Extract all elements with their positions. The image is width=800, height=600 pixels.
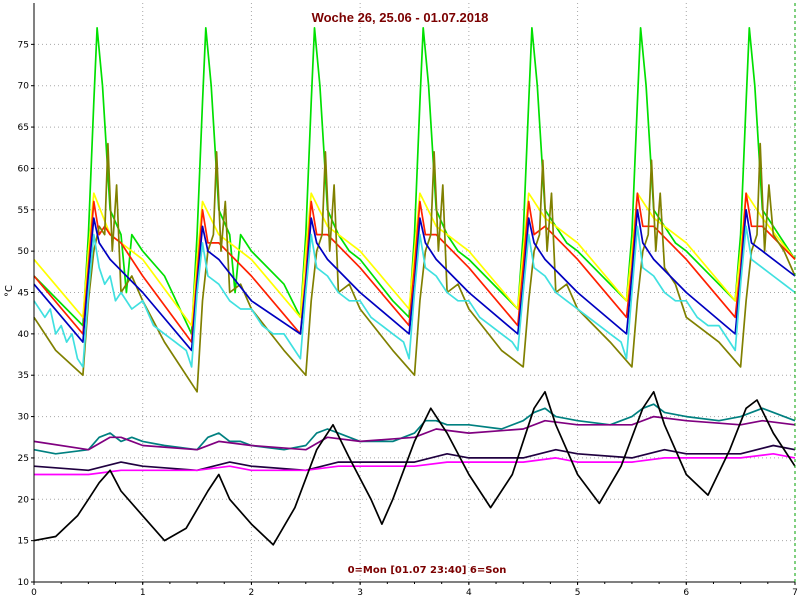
series-line-1 (33, 192, 796, 327)
x-tick-label: 3 (357, 588, 363, 598)
y-tick-label: 10 (18, 578, 30, 588)
x-tick-label: 6 (683, 588, 689, 598)
y-tick-label: 25 (18, 454, 29, 464)
y-tick-label: 75 (18, 40, 29, 50)
series-layer (33, 26, 796, 546)
x-tick-label: 1 (140, 588, 146, 598)
series-line-5 (33, 225, 796, 368)
series-line-7 (33, 415, 796, 451)
series-line-10 (33, 390, 796, 546)
x-tick-label: 4 (466, 588, 472, 598)
y-tick-label: 15 (18, 537, 29, 547)
x-tick-label: 2 (249, 588, 255, 598)
y-tick-label: 40 (18, 330, 30, 340)
series-line-4 (33, 208, 796, 352)
chart-title: Woche 26, 25.06 - 01.07.2018 (312, 10, 489, 25)
y-tick-label: 65 (18, 123, 29, 133)
y-tick-label: 55 (18, 206, 29, 216)
series-line-2 (33, 192, 796, 343)
y-tick-label: 60 (18, 164, 30, 174)
y-tick-label: 50 (18, 247, 30, 257)
axes (31, 3, 796, 585)
y-tick-label: 70 (18, 82, 30, 92)
series-line-3 (33, 142, 796, 393)
x-tick-label: 7 (792, 588, 798, 598)
series-line-9 (34, 452, 796, 476)
chart-footer: 0=Mon [01.07 23:40] 6=Son (348, 565, 507, 576)
series-line-6 (33, 403, 796, 455)
y-tick-label: 35 (18, 371, 29, 381)
series-line-0 (33, 26, 796, 335)
x-tick-label: 0 (31, 588, 37, 598)
y-tick-labels: 10 15 20 25 30 35 40 45 50 55 60 65 70 75 (18, 40, 30, 588)
x-tick-labels: 0 1 2 3 4 5 6 7 (31, 588, 798, 598)
y-tick-label: 20 (18, 495, 30, 505)
y-tick-label: 30 (18, 413, 30, 423)
y-axis-label: °C (4, 285, 15, 297)
x-tick-label: 5 (575, 588, 581, 598)
y-tick-label: 45 (18, 289, 29, 299)
